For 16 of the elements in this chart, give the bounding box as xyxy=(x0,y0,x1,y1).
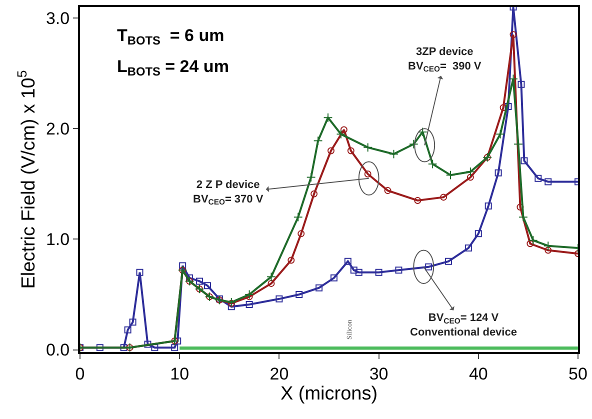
x-axis-title: X (microns) xyxy=(280,384,378,405)
x-tick-label: 40 xyxy=(468,364,488,384)
y-tick-label: 3.0 xyxy=(46,9,70,28)
annotation: BV$_{CEO}$= 124 V Conventional device xyxy=(410,312,517,338)
annotation: T$_{BOTS}$ = 6 um xyxy=(117,26,224,48)
annotation: 3ZP device BV$_{CEO}$= 390 V xyxy=(408,46,482,74)
x-tick-label: 10 xyxy=(170,364,190,384)
y-tick-label: 1.0 xyxy=(46,230,70,250)
annotation: 2 Z P device BV$_{CEO}$= 370 V xyxy=(193,179,264,207)
x-tick-label: 0 xyxy=(75,364,85,384)
annotation: L$_{BOTS}$ = 24 um xyxy=(117,57,229,79)
x-tick-label: 50 xyxy=(568,364,588,384)
x-tick-label: 30 xyxy=(369,364,388,384)
x-tick-label: 20 xyxy=(270,364,289,384)
y-tick-label: 2.0 xyxy=(46,120,70,139)
y-tick-label: 0.0 xyxy=(46,340,70,360)
